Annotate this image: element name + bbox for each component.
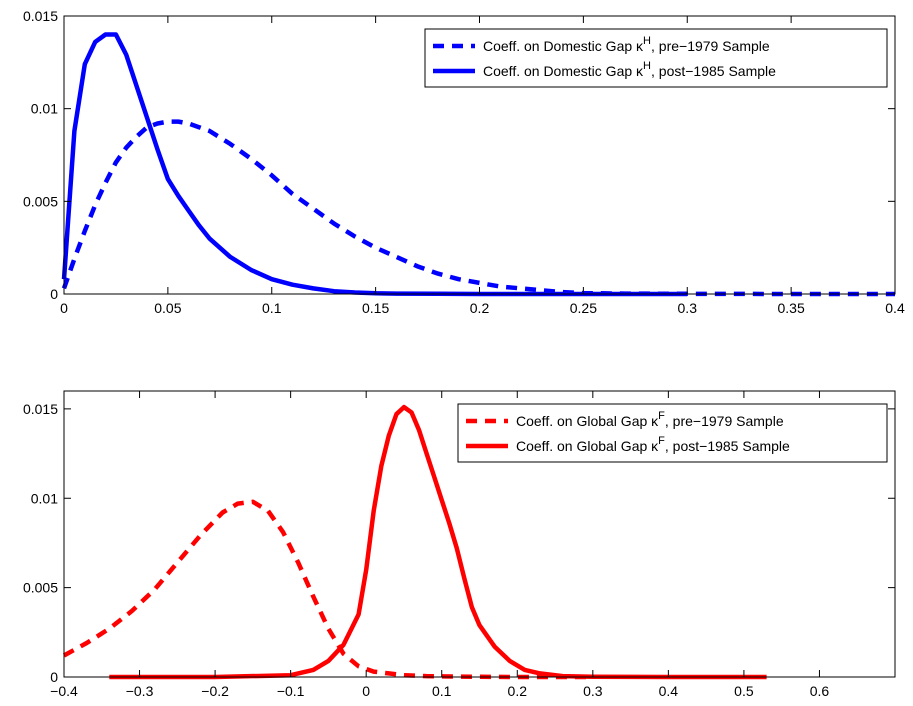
legend-label: Coeff. on Global Gap κF, pre−1979 Sample	[516, 410, 784, 429]
x-tick-label: 0.15	[362, 300, 389, 316]
chart-panel-2: −0.4 −0.3 −0.2 −0.1 0 0.1 0.2 0.3 0.4 0.5 0.6 0 0.00…	[23, 390, 896, 699]
y-tick-label: 0	[50, 669, 58, 685]
x-tick-label: 0	[60, 300, 68, 316]
y-tick-label: 0	[50, 286, 58, 302]
x-tick-label: 0.35	[778, 300, 805, 316]
x-tick-label: 0.25	[570, 300, 597, 316]
y-tick-label: 0.01	[31, 490, 58, 506]
chart-panel-1: 0 0.05 0.1 0.15 0.2 0.25 0.3 0.35 0.4 0 0.005 0.01 0…	[23, 8, 905, 316]
series-line-post-1985	[109, 404, 767, 680]
x-tick-label: 0.2	[470, 300, 490, 316]
legend-label: Coeff. on Domestic Gap κH, post−1985 Sam…	[483, 60, 776, 79]
legend-box	[457, 403, 888, 463]
y-tick-label: 0.005	[23, 193, 58, 209]
x-tick-label: 0.4	[659, 683, 679, 699]
series-line-pre-1979	[62, 499, 593, 680]
series-line-pre-1979	[61, 119, 895, 297]
x-tick-label: 0.2	[508, 683, 528, 699]
x-tick-label: 0.3	[678, 300, 698, 316]
x-tick-label: 0.3	[583, 683, 603, 699]
x-tick-label: 0.6	[810, 683, 830, 699]
x-tick-label: −0.3	[126, 683, 154, 699]
legend: Coeff. on Domestic Gap κH, pre−1979 Samp…	[424, 28, 888, 88]
x-tick-label: −0.2	[201, 683, 229, 699]
y-tick-label: 0.005	[23, 580, 58, 596]
legend: Coeff. on Global Gap κF, pre−1979 Sample…	[457, 403, 888, 463]
legend-box	[424, 28, 888, 88]
x-tick-label: −0.1	[277, 683, 305, 699]
x-tick-label: 0.4	[885, 300, 905, 316]
plot-frame	[63, 390, 896, 678]
legend-label: Coeff. on Global Gap κF, post−1985 Sampl…	[516, 435, 790, 454]
x-tick-label: −0.4	[50, 683, 78, 699]
x-tick-label: 0.5	[734, 683, 754, 699]
y-tick-label: 0.01	[31, 101, 58, 117]
x-tick-label: 0.1	[262, 300, 282, 316]
x-tick-label: 0	[362, 683, 370, 699]
legend-label: Coeff. on Domestic Gap κH, pre−1979 Samp…	[483, 35, 770, 54]
x-tick-label: 0.1	[432, 683, 452, 699]
y-tick-label: 0.015	[23, 8, 58, 24]
x-tick-label: 0.05	[154, 300, 181, 316]
y-tick-label: 0.015	[23, 401, 58, 417]
